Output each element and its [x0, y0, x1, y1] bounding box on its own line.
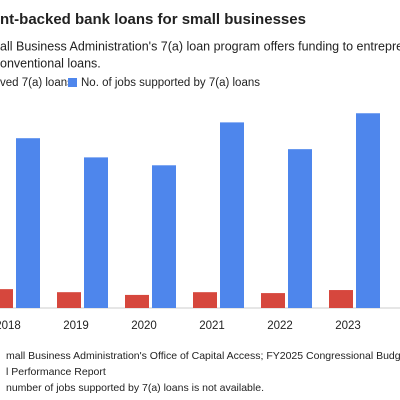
- legend-swatch: [68, 78, 77, 87]
- footer: mall Business Administration's Office of…: [6, 350, 400, 362]
- bar: [16, 138, 40, 308]
- bar: [84, 157, 108, 308]
- bar: [193, 292, 217, 308]
- legend-label: ved 7(a) loans: [0, 77, 73, 89]
- chart-title: nt-backed bank loans for small businesse…: [0, 11, 306, 28]
- footer: number of jobs supported by 7(a) loans i…: [6, 382, 264, 394]
- x-tick-label: 2018: [0, 320, 21, 332]
- footer: l Performance Report: [6, 366, 106, 378]
- bar: [261, 293, 285, 308]
- bar: [57, 292, 81, 308]
- x-tick-label: 2022: [267, 320, 293, 332]
- bar: [329, 290, 353, 308]
- x-tick-label: 2020: [131, 320, 157, 332]
- subtitle: all Business Administration's 7(a) loan …: [0, 39, 400, 53]
- bar: [0, 289, 13, 308]
- bar: [288, 149, 312, 308]
- legend-label: No. of jobs supported by 7(a) loans: [81, 77, 260, 89]
- x-tick-label: 2019: [63, 320, 89, 332]
- x-tick-label: 2021: [199, 320, 225, 332]
- bar: [152, 165, 176, 308]
- subtitle: onventional loans.: [0, 56, 101, 70]
- x-tick-label: 2023: [335, 320, 361, 332]
- bar: [220, 122, 244, 308]
- bar: [356, 113, 380, 308]
- bar: [125, 294, 149, 308]
